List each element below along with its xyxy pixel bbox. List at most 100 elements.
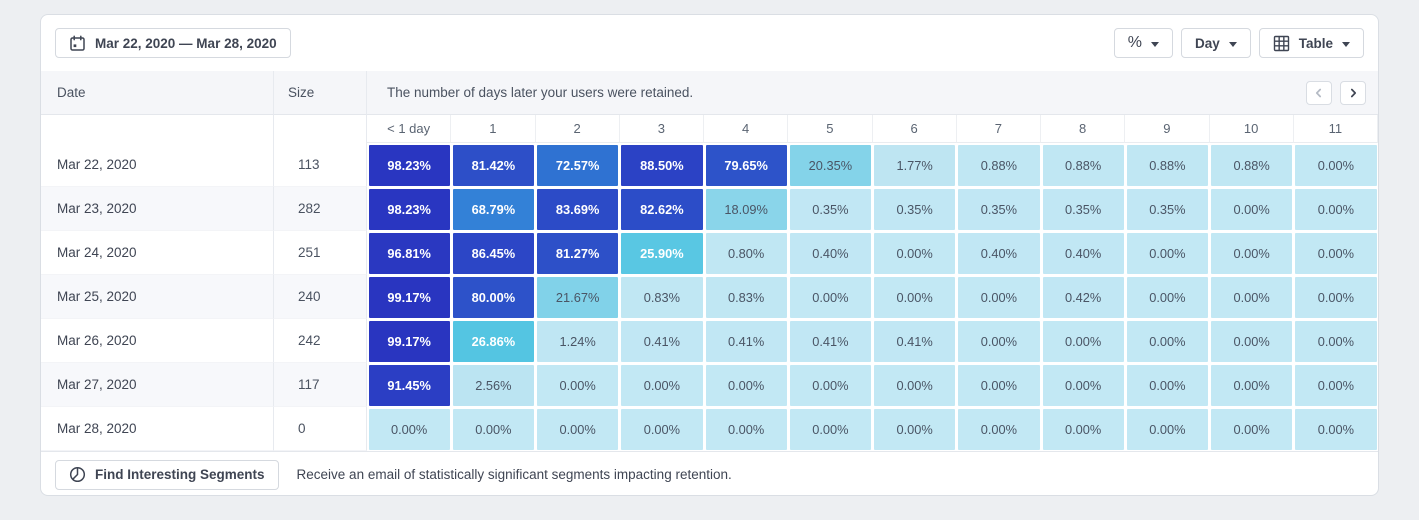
prev-columns-button[interactable] bbox=[1306, 80, 1332, 105]
retention-cell[interactable]: 0.00% bbox=[704, 407, 789, 451]
retention-cell[interactable]: 0.42% bbox=[1041, 275, 1126, 319]
retention-cell[interactable]: 0.35% bbox=[788, 187, 873, 231]
retention-cell[interactable]: 26.86% bbox=[451, 319, 536, 363]
retention-cell[interactable]: 0.00% bbox=[1125, 319, 1210, 363]
retention-cell[interactable]: 0.00% bbox=[1209, 407, 1294, 451]
retention-cell[interactable]: 0.80% bbox=[704, 231, 789, 275]
retention-cell[interactable]: 0.00% bbox=[956, 275, 1041, 319]
retention-cell[interactable]: 0.88% bbox=[1209, 143, 1294, 187]
retention-cell[interactable]: 0.35% bbox=[1125, 187, 1210, 231]
retention-cell[interactable]: 0.00% bbox=[1125, 363, 1210, 407]
retention-cell[interactable]: 1.24% bbox=[535, 319, 620, 363]
retention-cell[interactable]: 0.40% bbox=[956, 231, 1041, 275]
retention-cell[interactable]: 0.35% bbox=[956, 187, 1041, 231]
retention-cell[interactable]: 20.35% bbox=[788, 143, 873, 187]
retention-cell[interactable]: 0.35% bbox=[872, 187, 957, 231]
retention-cell[interactable]: 25.90% bbox=[619, 231, 704, 275]
retention-cell[interactable]: 81.42% bbox=[451, 143, 536, 187]
row-size: 240 bbox=[274, 275, 367, 319]
retention-cell[interactable]: 0.00% bbox=[1041, 407, 1126, 451]
retention-cell[interactable]: 83.69% bbox=[535, 187, 620, 231]
retention-cell[interactable]: 0.00% bbox=[1293, 275, 1378, 319]
retention-cell[interactable]: 0.00% bbox=[1209, 231, 1294, 275]
retention-cell[interactable]: 0.00% bbox=[1209, 363, 1294, 407]
retention-cell[interactable]: 0.00% bbox=[1293, 231, 1378, 275]
retention-cell[interactable]: 0.00% bbox=[535, 407, 620, 451]
retention-cell[interactable]: 0.41% bbox=[872, 319, 957, 363]
retention-cell[interactable]: 21.67% bbox=[535, 275, 620, 319]
retention-cell-value: 0.00% bbox=[789, 364, 871, 406]
find-interesting-segments-button[interactable]: Find Interesting Segments bbox=[55, 459, 279, 490]
retention-cell-value: 18.09% bbox=[705, 188, 787, 230]
retention-cell[interactable]: 0.00% bbox=[788, 275, 873, 319]
retention-cell[interactable]: 0.00% bbox=[872, 363, 957, 407]
retention-cell[interactable]: 0.83% bbox=[619, 275, 704, 319]
retention-cell[interactable]: 0.00% bbox=[1041, 363, 1126, 407]
granularity-dropdown[interactable]: Day bbox=[1180, 28, 1251, 58]
retention-cell[interactable]: 0.88% bbox=[1041, 143, 1126, 187]
retention-cell[interactable]: 0.41% bbox=[704, 319, 789, 363]
retention-cell[interactable]: 0.00% bbox=[1293, 319, 1378, 363]
retention-cell[interactable]: 0.40% bbox=[788, 231, 873, 275]
retention-cell[interactable]: 0.00% bbox=[1125, 275, 1210, 319]
retention-cell[interactable]: 0.88% bbox=[1125, 143, 1210, 187]
retention-cell[interactable]: 98.23% bbox=[367, 143, 452, 187]
retention-cell[interactable]: 0.00% bbox=[367, 407, 452, 451]
retention-cell[interactable]: 68.79% bbox=[451, 187, 536, 231]
retention-cell[interactable]: 0.88% bbox=[956, 143, 1041, 187]
retention-cell[interactable]: 0.00% bbox=[788, 363, 873, 407]
retention-cell[interactable]: 0.00% bbox=[956, 319, 1041, 363]
retention-cell[interactable]: 0.40% bbox=[1041, 231, 1126, 275]
caret-down-icon bbox=[1150, 41, 1159, 47]
retention-cell[interactable]: 0.00% bbox=[872, 275, 957, 319]
retention-cell[interactable]: 80.00% bbox=[451, 275, 536, 319]
date-range-button[interactable]: Mar 22, 2020 — Mar 28, 2020 bbox=[55, 28, 291, 58]
retention-cell[interactable]: 0.00% bbox=[956, 407, 1041, 451]
retention-cell[interactable]: 0.00% bbox=[788, 407, 873, 451]
retention-cell[interactable]: 82.62% bbox=[619, 187, 704, 231]
retention-cell[interactable]: 0.00% bbox=[619, 363, 704, 407]
retention-cell[interactable]: 99.17% bbox=[367, 275, 452, 319]
retention-cell[interactable]: 0.00% bbox=[872, 407, 957, 451]
retention-cell[interactable]: 2.56% bbox=[451, 363, 536, 407]
retention-cell[interactable]: 0.83% bbox=[704, 275, 789, 319]
retention-cell[interactable]: 0.00% bbox=[1209, 187, 1294, 231]
chevron-left-icon bbox=[1315, 88, 1322, 97]
retention-cell[interactable]: 0.00% bbox=[1293, 407, 1378, 451]
retention-cell[interactable]: 72.57% bbox=[535, 143, 620, 187]
retention-cell[interactable]: 81.27% bbox=[535, 231, 620, 275]
date-range-label: Mar 22, 2020 — Mar 28, 2020 bbox=[95, 35, 277, 51]
retention-cell[interactable]: 0.00% bbox=[1125, 231, 1210, 275]
retention-cell[interactable]: 0.00% bbox=[1293, 187, 1378, 231]
retention-cell[interactable]: 0.00% bbox=[619, 407, 704, 451]
retention-cell[interactable]: 0.00% bbox=[1125, 407, 1210, 451]
retention-cell[interactable]: 0.35% bbox=[1041, 187, 1126, 231]
retention-cell[interactable]: 79.65% bbox=[704, 143, 789, 187]
retention-cell[interactable]: 0.00% bbox=[704, 363, 789, 407]
metric-dropdown[interactable]: % bbox=[1113, 28, 1173, 58]
retention-cell[interactable]: 0.00% bbox=[1293, 143, 1378, 187]
retention-cell[interactable]: 0.41% bbox=[788, 319, 873, 363]
row-date: Mar 25, 2020 bbox=[41, 275, 274, 319]
retention-cell[interactable]: 0.00% bbox=[872, 231, 957, 275]
view-dropdown[interactable]: Table bbox=[1258, 28, 1364, 58]
retention-cell[interactable]: 98.23% bbox=[367, 187, 452, 231]
retention-cell[interactable]: 0.00% bbox=[451, 407, 536, 451]
grid-icon bbox=[1273, 35, 1290, 52]
retention-cell[interactable]: 0.00% bbox=[1041, 319, 1126, 363]
retention-cell[interactable]: 0.00% bbox=[1209, 275, 1294, 319]
retention-cell[interactable]: 91.45% bbox=[367, 363, 452, 407]
retention-cell[interactable]: 0.00% bbox=[535, 363, 620, 407]
next-columns-button[interactable] bbox=[1340, 80, 1366, 105]
retention-cell-value: 0.00% bbox=[789, 408, 871, 450]
retention-cell[interactable]: 0.41% bbox=[619, 319, 704, 363]
retention-cell[interactable]: 86.45% bbox=[451, 231, 536, 275]
retention-cell[interactable]: 0.00% bbox=[1293, 363, 1378, 407]
retention-cell[interactable]: 88.50% bbox=[619, 143, 704, 187]
retention-cell[interactable]: 18.09% bbox=[704, 187, 789, 231]
retention-cell[interactable]: 1.77% bbox=[872, 143, 957, 187]
retention-cell[interactable]: 99.17% bbox=[367, 319, 452, 363]
retention-cell[interactable]: 0.00% bbox=[1209, 319, 1294, 363]
retention-cell[interactable]: 96.81% bbox=[367, 231, 452, 275]
retention-cell[interactable]: 0.00% bbox=[956, 363, 1041, 407]
